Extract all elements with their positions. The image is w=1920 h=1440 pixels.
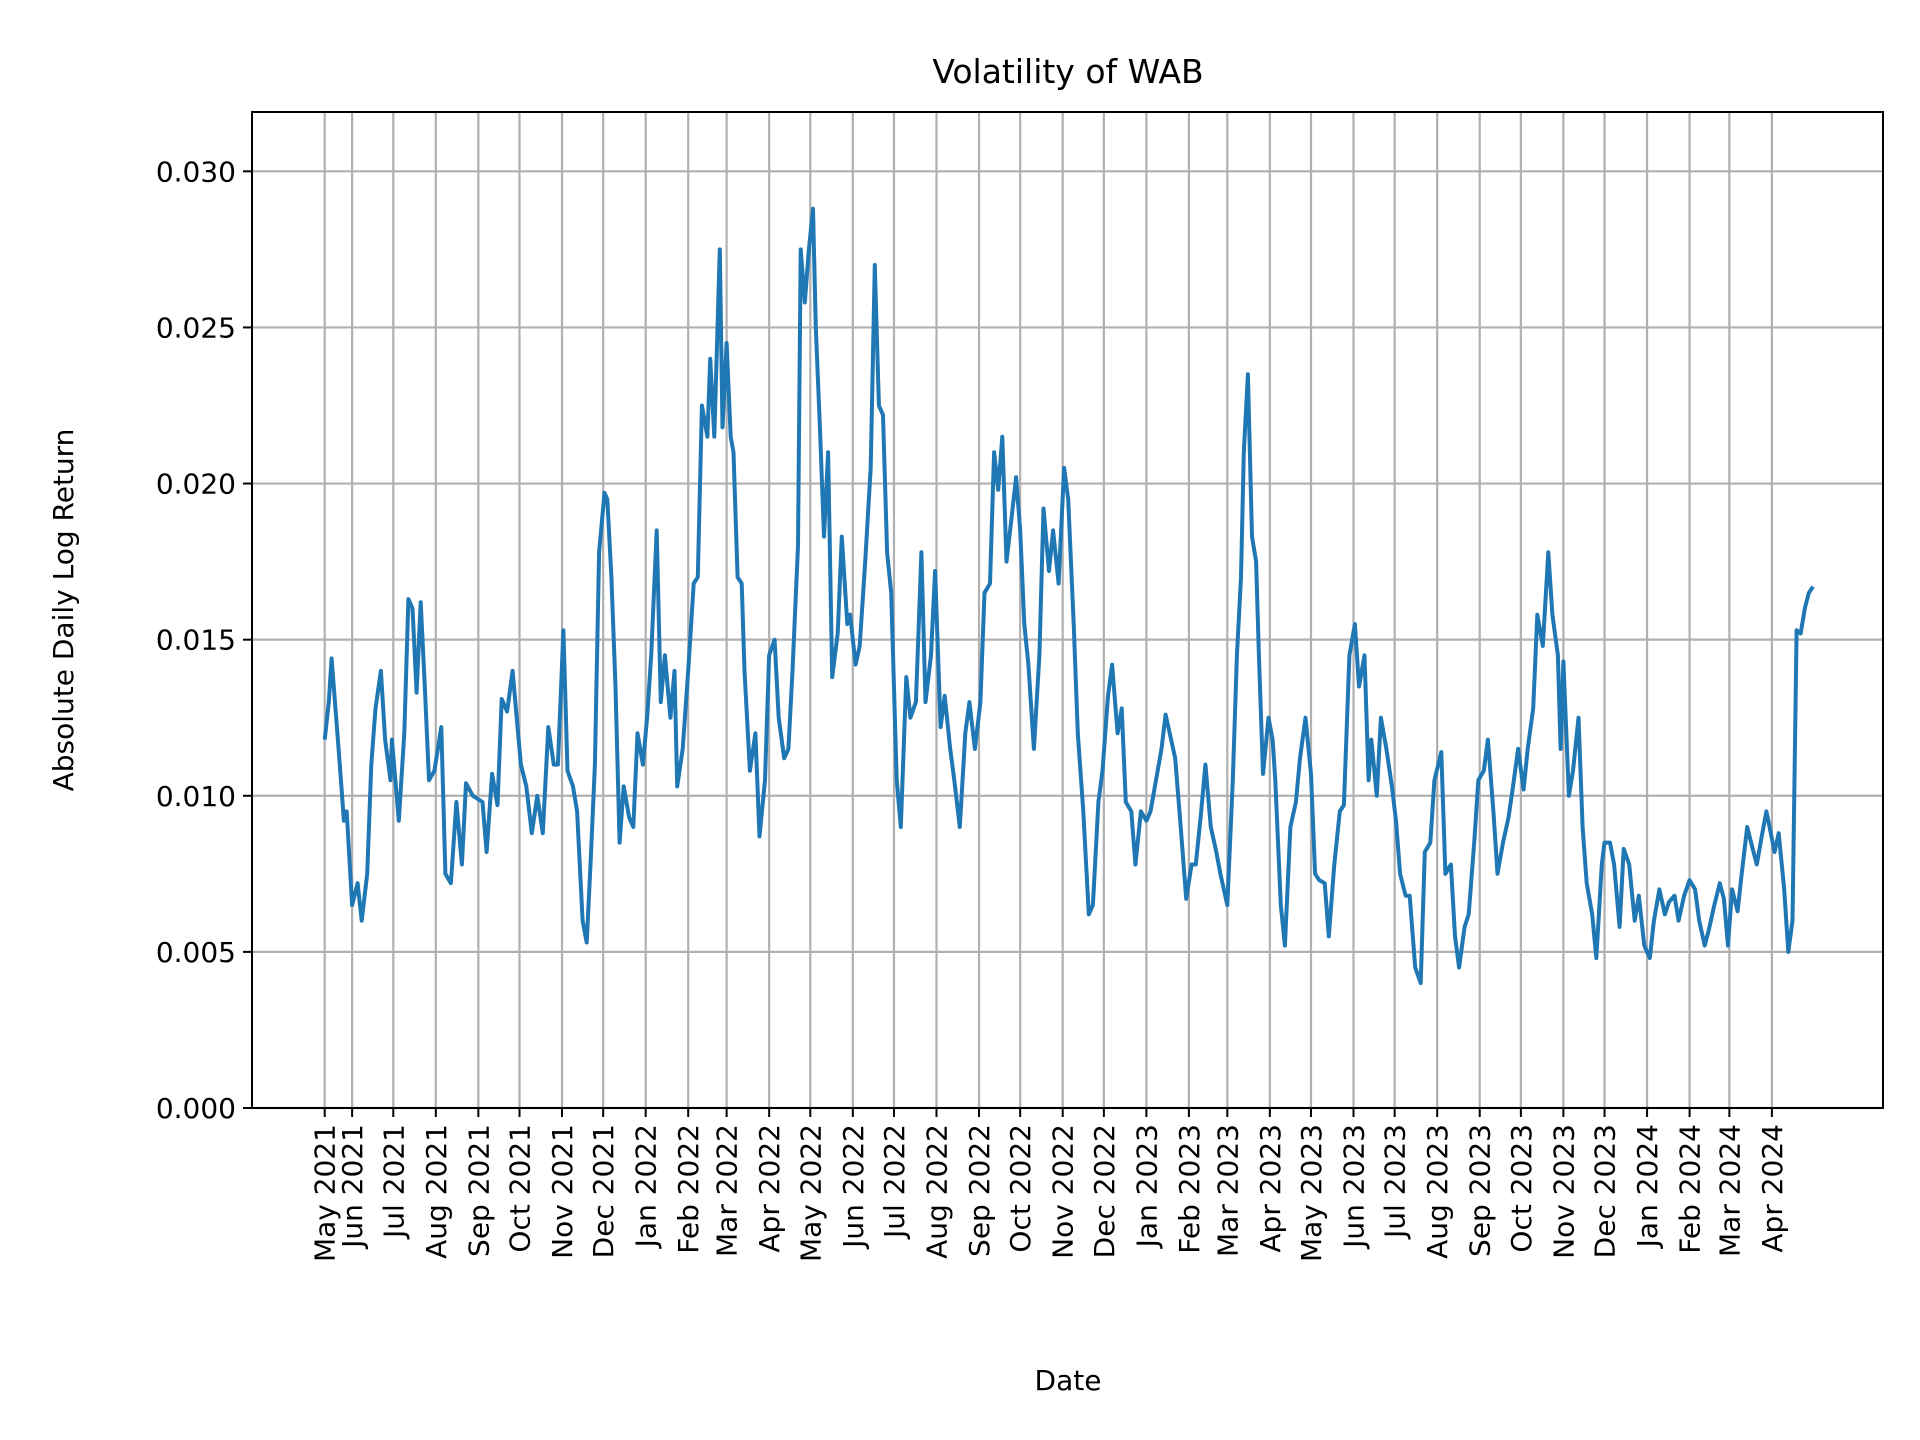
x-tick-label: Apr 2024 — [1756, 1124, 1789, 1253]
x-tick-label: Mar 2024 — [1713, 1124, 1746, 1257]
y-axis-ticks: 0.000 0.005 0.010 0.015 0.020 0.025 0.030 — [156, 155, 252, 1125]
x-tick-label: Oct 2021 — [503, 1124, 536, 1253]
x-tick-label: Dec 2023 — [1589, 1124, 1622, 1258]
x-axis-label: Date — [1035, 1364, 1102, 1397]
x-tick-label: May 2021 — [309, 1124, 342, 1262]
x-tick-label: Apr 2023 — [1254, 1124, 1287, 1253]
y-tick-label: 0.020 — [156, 468, 236, 501]
x-tick-label: Aug 2021 — [420, 1124, 453, 1259]
x-tick-label: Feb 2024 — [1674, 1124, 1707, 1254]
x-tick-label: May 2022 — [794, 1124, 827, 1262]
grid-lines — [252, 112, 1883, 1110]
x-tick-label: May 2023 — [1295, 1124, 1328, 1262]
x-tick-label: Oct 2023 — [1505, 1124, 1538, 1253]
x-tick-label: Jul 2022 — [878, 1124, 911, 1240]
x-tick-label: Jan 2023 — [1130, 1124, 1163, 1249]
x-tick-label: Feb 2022 — [672, 1124, 705, 1254]
x-tick-label: Sep 2022 — [963, 1124, 996, 1257]
x-tick-label: Mar 2022 — [711, 1124, 744, 1257]
x-tick-label: Jan 2024 — [1631, 1124, 1664, 1249]
x-tick-label: Jun 2022 — [837, 1124, 870, 1250]
x-tick-label: Nov 2023 — [1547, 1124, 1580, 1259]
y-tick-label: 0.000 — [156, 1092, 236, 1125]
x-tick-label: Dec 2022 — [1088, 1124, 1121, 1258]
series-line — [322, 206, 1815, 986]
x-tick-label: Jan 2022 — [630, 1124, 663, 1249]
chart-title: Volatility of WAB — [932, 52, 1203, 91]
x-tick-label: Mar 2023 — [1211, 1124, 1244, 1257]
x-tick-label: Nov 2021 — [546, 1124, 579, 1259]
x-tick-label: Oct 2022 — [1004, 1124, 1037, 1253]
axes-frame — [251, 111, 1884, 1109]
x-tick-label: Sep 2023 — [1464, 1124, 1497, 1257]
x-tick-label: Jul 2023 — [1379, 1124, 1412, 1240]
y-axis-label: Absolute Daily Log Return — [47, 429, 80, 792]
x-tick-label: Aug 2022 — [920, 1124, 953, 1259]
y-tick-label: 0.025 — [156, 311, 236, 344]
y-tick-label: 0.030 — [156, 155, 236, 188]
y-tick-label: 0.010 — [156, 780, 236, 813]
y-tick-label: 0.015 — [156, 624, 236, 657]
x-tick-label: Jul 2021 — [377, 1124, 410, 1240]
x-tick-label: Nov 2022 — [1047, 1124, 1080, 1259]
x-tick-label: Jun 2021 — [336, 1124, 369, 1250]
x-tick-label: Aug 2023 — [1421, 1124, 1454, 1259]
x-tick-label: Dec 2021 — [587, 1124, 620, 1258]
x-tick-label: Sep 2021 — [462, 1124, 495, 1257]
data-series — [322, 206, 1815, 986]
x-tick-label: Jun 2023 — [1338, 1124, 1371, 1250]
y-tick-label: 0.005 — [156, 936, 236, 969]
x-tick-label: Apr 2022 — [753, 1124, 786, 1253]
x-tick-label: Feb 2023 — [1173, 1124, 1206, 1254]
